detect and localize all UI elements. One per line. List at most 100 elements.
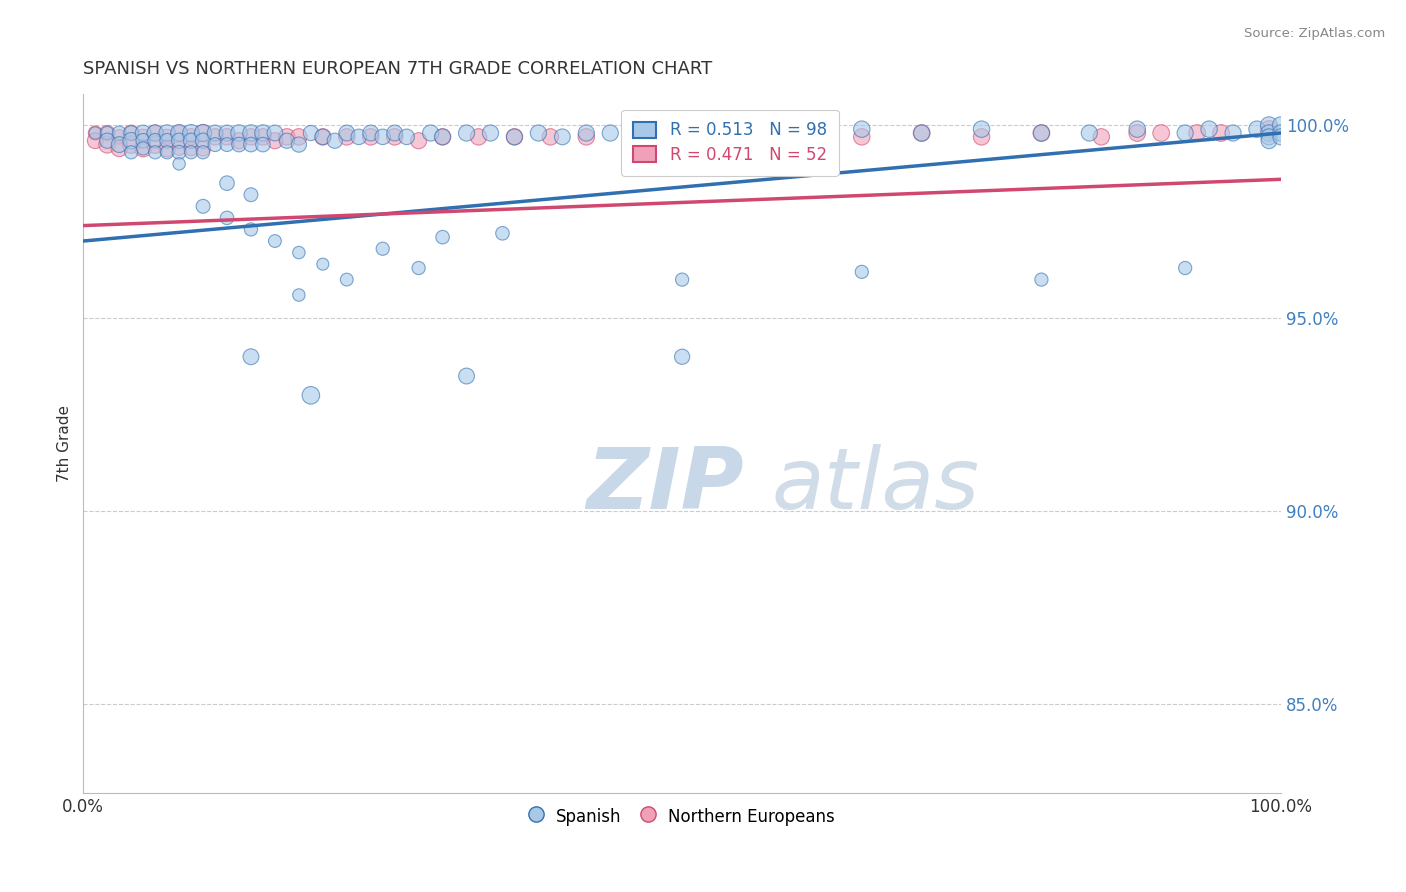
Point <box>239 129 262 144</box>
Point <box>1258 129 1281 144</box>
Point <box>108 129 131 144</box>
Point <box>336 129 359 144</box>
Point <box>312 257 335 271</box>
Point <box>180 126 202 140</box>
Point <box>215 129 238 144</box>
Point <box>671 126 693 140</box>
Point <box>191 199 214 213</box>
Point <box>1258 118 1281 132</box>
Point <box>108 141 131 155</box>
Point <box>360 126 382 140</box>
Point <box>479 126 502 140</box>
Point <box>575 126 598 140</box>
Point <box>191 126 214 140</box>
Point <box>551 129 574 144</box>
Point <box>527 126 550 140</box>
Point <box>143 137 166 152</box>
Point <box>408 134 430 148</box>
Point <box>1174 126 1197 140</box>
Point <box>108 137 131 152</box>
Point <box>215 137 238 152</box>
Point <box>384 126 406 140</box>
Point <box>167 157 190 171</box>
Point <box>96 126 118 140</box>
Point <box>156 141 179 155</box>
Point <box>264 134 287 148</box>
Point <box>167 145 190 160</box>
Point <box>851 122 873 136</box>
Point <box>384 129 406 144</box>
Point <box>156 134 179 148</box>
Point <box>120 137 142 152</box>
Point <box>239 126 262 140</box>
Point <box>623 129 645 144</box>
Point <box>575 129 598 144</box>
Point <box>276 129 298 144</box>
Point <box>288 137 311 152</box>
Point <box>132 129 155 144</box>
Point <box>671 126 693 140</box>
Point <box>299 388 322 402</box>
Point <box>252 137 274 152</box>
Point <box>1078 126 1101 140</box>
Point <box>1031 126 1053 140</box>
Point <box>239 137 262 152</box>
Point <box>432 230 454 244</box>
Legend: Spanish, Northern Europeans: Spanish, Northern Europeans <box>523 799 842 833</box>
Point <box>538 129 561 144</box>
Point <box>191 126 214 140</box>
Point <box>1090 129 1112 144</box>
Point <box>180 129 202 144</box>
Point <box>191 145 214 160</box>
Point <box>84 126 107 140</box>
Point <box>215 126 238 140</box>
Point <box>299 126 322 140</box>
Point <box>336 272 359 286</box>
Point <box>467 129 489 144</box>
Point <box>120 126 142 140</box>
Point <box>180 145 202 160</box>
Text: ZIP: ZIP <box>586 444 744 527</box>
Point <box>371 242 394 256</box>
Point <box>1222 126 1244 140</box>
Point <box>395 129 418 144</box>
Point <box>671 272 693 286</box>
Point <box>156 126 179 140</box>
Point <box>84 126 107 140</box>
Point <box>132 141 155 155</box>
Point <box>204 137 226 152</box>
Point <box>143 126 166 140</box>
Point <box>143 145 166 160</box>
Text: Source: ZipAtlas.com: Source: ZipAtlas.com <box>1244 27 1385 40</box>
Point <box>456 126 478 140</box>
Point <box>851 129 873 144</box>
Point <box>143 134 166 148</box>
Point <box>371 129 394 144</box>
Point <box>215 211 238 225</box>
Point <box>132 134 155 148</box>
Point <box>180 141 202 155</box>
Point <box>143 126 166 140</box>
Point <box>707 129 730 144</box>
Point <box>288 129 311 144</box>
Point <box>970 122 993 136</box>
Point <box>108 126 131 140</box>
Point <box>360 129 382 144</box>
Point <box>120 134 142 148</box>
Point <box>1150 126 1173 140</box>
Point <box>120 126 142 140</box>
Point <box>1258 126 1281 140</box>
Point <box>1174 260 1197 275</box>
Point <box>180 134 202 148</box>
Point <box>132 126 155 140</box>
Point <box>167 134 190 148</box>
Point <box>1126 122 1149 136</box>
Point <box>1270 129 1292 144</box>
Point <box>911 126 934 140</box>
Point <box>790 126 813 140</box>
Text: SPANISH VS NORTHERN EUROPEAN 7TH GRADE CORRELATION CHART: SPANISH VS NORTHERN EUROPEAN 7TH GRADE C… <box>83 60 713 78</box>
Point <box>347 129 370 144</box>
Point <box>288 288 311 302</box>
Point <box>228 137 250 152</box>
Point <box>1246 122 1268 136</box>
